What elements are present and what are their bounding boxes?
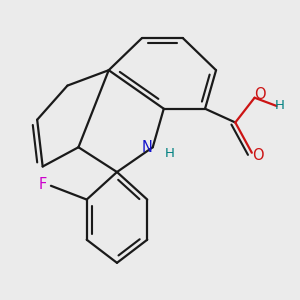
Text: O: O	[254, 88, 266, 103]
Text: H: H	[274, 100, 284, 112]
Text: F: F	[38, 177, 47, 192]
Text: O: O	[253, 148, 264, 163]
Text: H: H	[164, 147, 174, 161]
Text: N: N	[142, 140, 153, 155]
